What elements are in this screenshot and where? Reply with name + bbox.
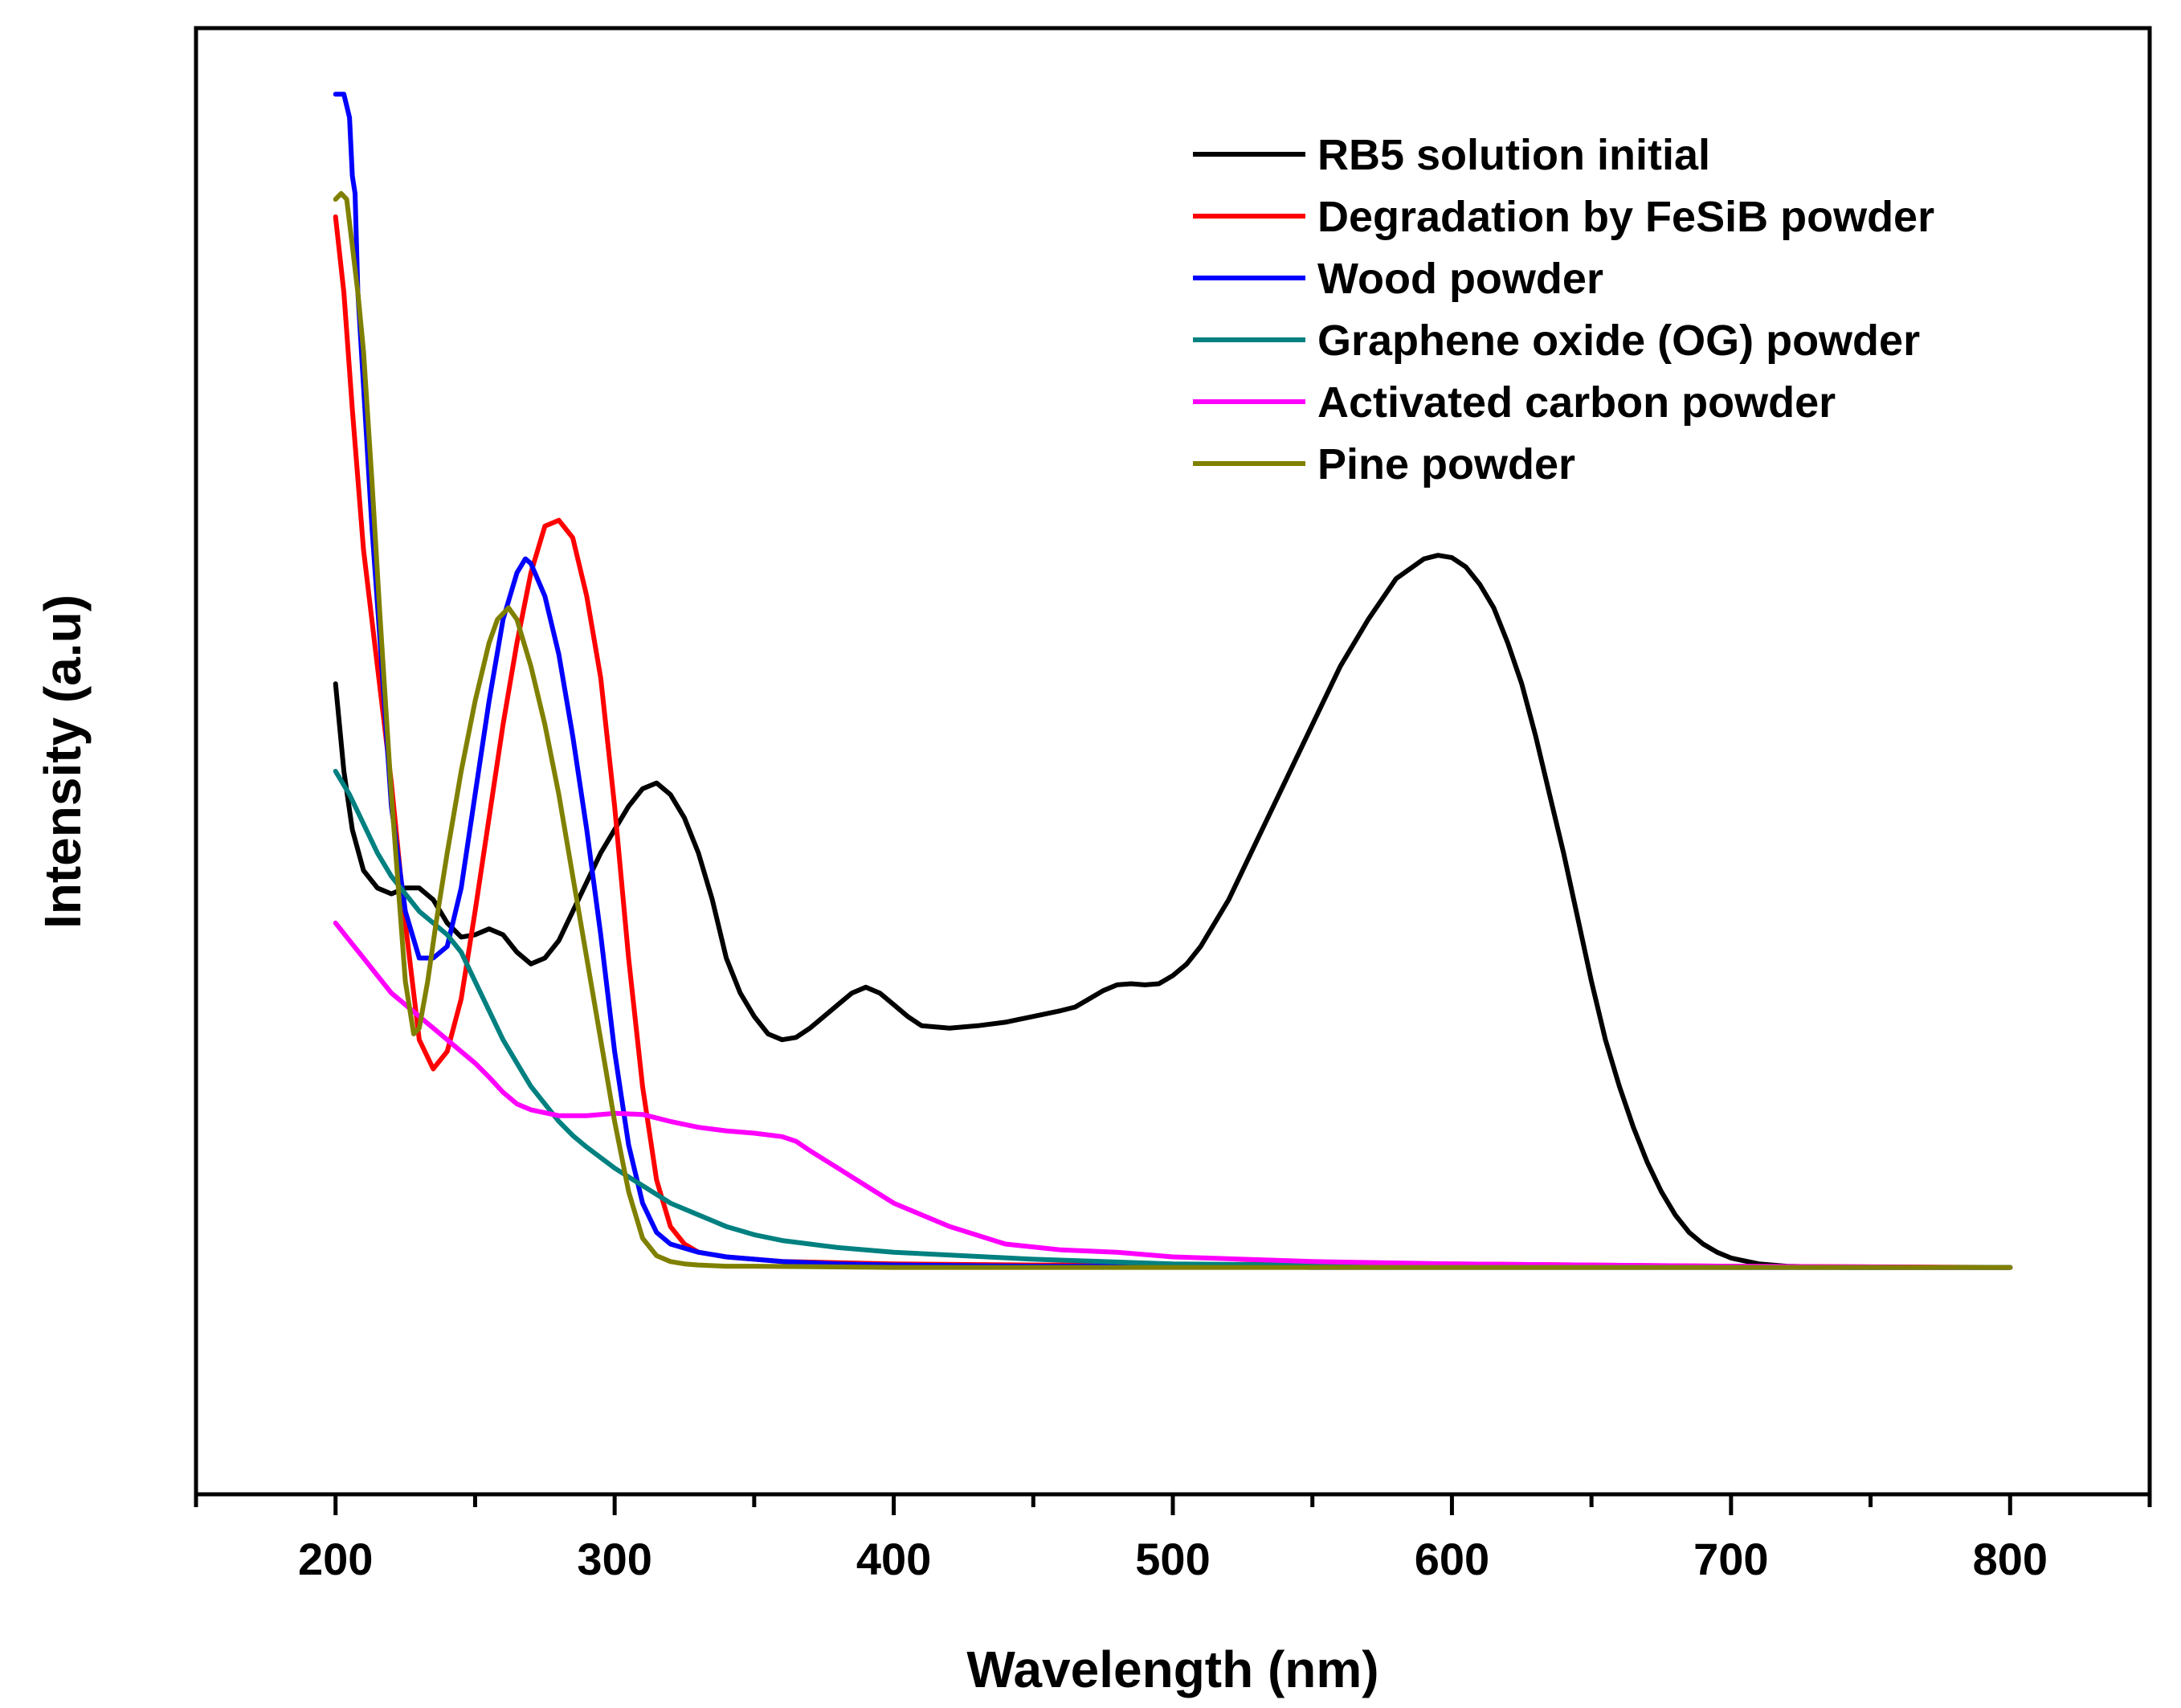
legend-label-6: Pine powder [1317,440,1575,488]
series-layer [333,92,2013,1270]
x-tick-label: 200 [298,1534,373,1584]
x-tick-label: 700 [1693,1534,1768,1584]
x-tick-label: 500 [1135,1534,1210,1584]
legend: RB5 solution initial Degradation by FeSiB… [1193,131,1934,488]
x-tick-label: 800 [1973,1534,2048,1584]
legend-label-1: RB5 solution initial [1317,131,1710,179]
x-tick-label: 400 [856,1534,931,1584]
series-line-3 [333,92,2013,1270]
legend-label-5: Activated carbon powder [1317,378,1836,427]
legend-label-2: Degradation by FeSiB powder [1317,193,1934,241]
series-line-2 [333,214,2013,1270]
x-axis-title: Wavelength (nm) [966,1641,1378,1698]
series-line-1 [333,553,2013,1270]
legend-label-3: Wood powder [1317,255,1603,303]
series-line-6 [333,190,2013,1270]
series-line-4 [333,769,2013,1270]
y-axis-title: Intensity (a.u) [34,595,92,929]
plot-frame [194,26,2152,1497]
series-line-5 [333,920,1957,1270]
legend-label-4: Graphene oxide (OG) powder [1317,317,1920,365]
x-tick-label: 300 [577,1534,651,1584]
x-axis: 200 300 400 500 600 700 800 [194,1494,2152,1584]
x-tick-label: 600 [1415,1534,1489,1584]
